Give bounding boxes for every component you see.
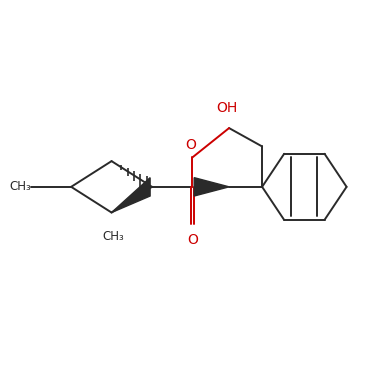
Text: O: O — [187, 233, 198, 247]
Text: CH₃: CH₃ — [9, 180, 31, 194]
Text: CH₃: CH₃ — [102, 230, 124, 243]
Text: OH: OH — [216, 101, 238, 115]
Text: O: O — [185, 138, 196, 152]
Polygon shape — [112, 178, 150, 212]
Polygon shape — [194, 178, 229, 196]
